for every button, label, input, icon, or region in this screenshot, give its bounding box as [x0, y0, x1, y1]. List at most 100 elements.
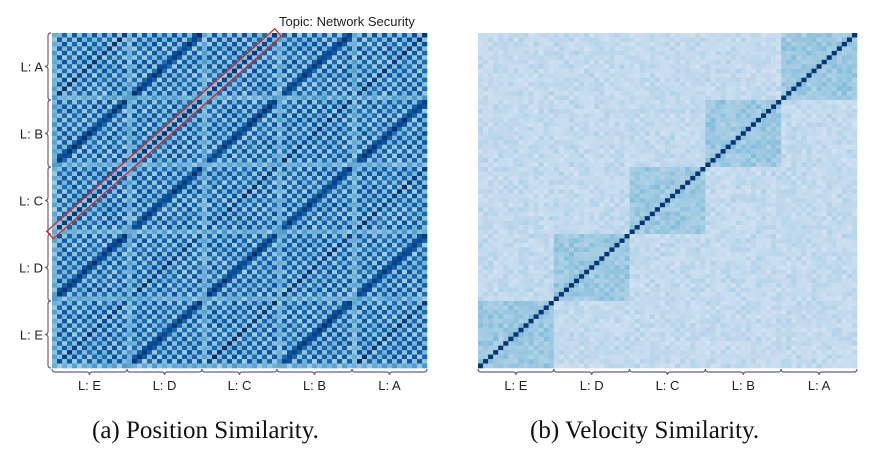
heatmap-cell [152, 327, 158, 333]
heatmap-cell [267, 251, 273, 257]
heatmap-cell [287, 225, 293, 230]
heatmap-cell [347, 265, 353, 271]
heatmap-cell [137, 153, 143, 159]
heatmap-cell [232, 86, 238, 92]
heatmap-cell [337, 37, 343, 43]
heatmap-cell [377, 207, 383, 212]
heatmap-cell [92, 37, 98, 43]
heatmap-cell [187, 296, 193, 302]
heatmap-cell [392, 323, 398, 329]
heatmap-cell [82, 180, 88, 186]
heatmap-cell [277, 122, 283, 128]
heatmap-cell [272, 122, 278, 128]
heatmap-cell [92, 225, 98, 230]
heatmap-cell [227, 77, 233, 83]
heatmap-cell [382, 122, 388, 128]
heatmap-cell [122, 189, 128, 195]
heatmap-cell [132, 41, 138, 47]
heatmap-cell [347, 50, 353, 56]
heatmap-cell [82, 46, 88, 52]
heatmap-cell [187, 126, 193, 132]
heatmap-cell [287, 256, 293, 262]
heatmap-cell [367, 122, 373, 128]
heatmap-cell [172, 211, 178, 217]
heatmap-cell [132, 234, 138, 239]
heatmap-cell [357, 100, 363, 105]
heatmap-cell [177, 283, 183, 288]
heatmap-cell [182, 144, 188, 150]
heatmap-cell [87, 238, 93, 244]
heatmap-cell [357, 153, 363, 159]
heatmap-cell [267, 229, 273, 235]
heatmap-cell [172, 41, 178, 47]
heatmap-cell [327, 234, 333, 239]
heatmap-cell [67, 323, 73, 329]
heatmap-cell [157, 158, 163, 163]
heatmap-cell [152, 278, 158, 284]
heatmap-cell [307, 207, 313, 212]
heatmap-cell [252, 256, 258, 262]
heatmap-cell [72, 287, 78, 293]
heatmap-cell [167, 180, 173, 186]
heatmap-cell [142, 198, 148, 204]
heatmap-cell [322, 162, 328, 168]
heatmap-cell [212, 256, 218, 262]
heatmap-cell [147, 180, 153, 186]
heatmap-cell [352, 153, 358, 159]
heatmap-cell [397, 184, 403, 190]
heatmap-cell [152, 171, 158, 177]
heatmap-cell [147, 296, 153, 302]
heatmap-cell [157, 301, 163, 306]
heatmap-cell [137, 64, 143, 70]
heatmap-cell [292, 184, 298, 190]
heatmap-cell [402, 86, 408, 92]
heatmap-cell [232, 265, 238, 271]
heatmap-cell [272, 189, 278, 195]
heatmap-cell [397, 278, 403, 284]
heatmap-cell [302, 108, 308, 114]
heatmap-cell [297, 50, 303, 56]
heatmap-cell [162, 131, 168, 137]
heatmap-cell [387, 229, 393, 235]
heatmap-cell [72, 59, 78, 65]
heatmap-cell [152, 144, 158, 150]
heatmap-cell [287, 296, 293, 302]
heatmap-cell [112, 41, 118, 47]
heatmap-cell [262, 135, 268, 141]
heatmap-cell [272, 135, 278, 141]
heatmap-cell [232, 131, 238, 137]
heatmap-cell [112, 260, 118, 266]
heatmap-cell [72, 309, 78, 315]
heatmap-cell [362, 100, 368, 105]
heatmap-cell [97, 167, 103, 172]
heatmap-cell [412, 77, 418, 83]
heatmap-cell [272, 37, 278, 43]
heatmap-cell [382, 117, 388, 123]
heatmap-cell [397, 77, 403, 83]
heatmap-cell [252, 113, 258, 119]
heatmap-cell [357, 202, 363, 208]
heatmap-cell [202, 131, 208, 137]
heatmap-cell [337, 95, 343, 101]
heatmap-cell [407, 189, 413, 195]
heatmap-cell [382, 55, 388, 61]
heatmap-cell [397, 171, 403, 177]
heatmap-cell [97, 113, 103, 119]
heatmap-cell [252, 91, 258, 96]
heatmap-cell [157, 131, 163, 137]
heatmap-cell [292, 265, 298, 271]
heatmap-cell [82, 64, 88, 70]
heatmap-cell [237, 171, 243, 177]
heatmap-cell [342, 265, 348, 271]
heatmap-cell [317, 167, 323, 172]
heatmap-cell [187, 33, 193, 38]
heatmap-cell [322, 269, 328, 275]
heatmap-cell [147, 113, 153, 119]
heatmap-cell [102, 260, 108, 266]
heatmap-cell [287, 162, 293, 168]
heatmap-cell [187, 122, 193, 128]
heatmap-cell [62, 184, 68, 190]
heatmap-cell [422, 309, 428, 315]
heatmap-cell [357, 91, 363, 96]
heatmap-cell [317, 193, 323, 199]
